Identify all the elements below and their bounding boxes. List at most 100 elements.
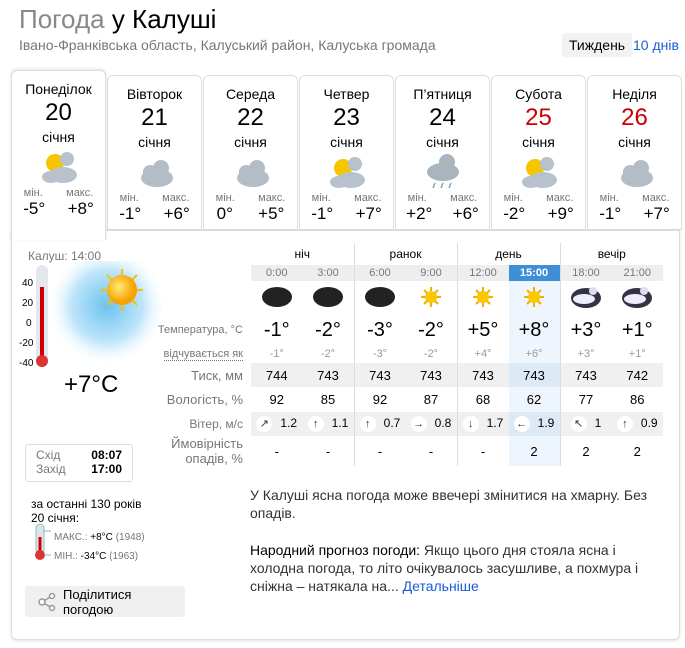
wind-direction-icon: ↓ (462, 416, 479, 432)
hour-feels-like: +6° (508, 345, 560, 363)
hour-feels-like: -1° (269, 348, 284, 360)
hour-feels-like: -2° (320, 348, 336, 360)
sunrise-sunset: Схід 08:07 Захід 17:00 (25, 444, 133, 482)
hour-label: 6:00 (353, 265, 406, 281)
current-weather-illustration (36, 261, 162, 367)
day-date: 20 (45, 99, 72, 126)
cloud-icon (204, 152, 297, 192)
max-temp: +6° (452, 204, 479, 223)
hour-feels-like: +3° (559, 345, 612, 363)
history-max: МАКС.: +8°C (1948) (54, 532, 145, 543)
hour-pressure: 743 (508, 363, 560, 387)
hour-humidity: 68 (456, 387, 509, 412)
history-title: за останні 130 років 20 січня: (31, 497, 142, 525)
min-temp: +2° (406, 204, 433, 223)
moon-icon (363, 286, 397, 312)
wind-direction-icon: ↑ (307, 416, 324, 432)
max-temp: +5° (258, 204, 285, 223)
hour-icon (251, 281, 303, 315)
sun-cloud-icon (12, 147, 105, 187)
day-tab[interactable]: Неділя 26 січня мін. макс. -1° +7° (587, 75, 682, 230)
ten-days-link[interactable]: 10 днів (633, 37, 679, 53)
wind-direction-icon: ← (513, 416, 530, 432)
day-name: Понеділок (25, 81, 92, 97)
hour-humidity: 62 (508, 387, 560, 412)
hour-humidity: 77 (559, 387, 612, 412)
more-link[interactable]: Детальніше (402, 578, 479, 594)
current-temperature: +7°C (64, 371, 119, 398)
hour-label: 12:00 (456, 265, 509, 281)
day-date: 21 (141, 104, 168, 131)
period-header: ранок (353, 243, 457, 265)
hour-pressure: 743 (353, 363, 406, 387)
feels-like-label[interactable]: відчувається як (163, 348, 243, 361)
share-button[interactable]: Поділитися погодою (25, 586, 185, 617)
day-tab[interactable]: Понеділок 20 січня мін. макс. -5° +8° (11, 70, 106, 240)
share-icon (38, 593, 56, 611)
location-subtitle: Івано-Франківська область, Калуський рай… (19, 37, 436, 53)
wind-direction-icon: ↗ (256, 416, 273, 432)
hour-temp: +3° (559, 315, 612, 345)
max-temp: +9° (547, 204, 574, 223)
forecast-description: У Калуші ясна погода може ввечері змінит… (250, 487, 648, 521)
sun-icon (472, 286, 494, 311)
hour-humidity: 92 (353, 387, 406, 412)
day-name: Середа (225, 86, 276, 102)
hour-icon (303, 281, 355, 315)
day-name: Вівторок (126, 86, 183, 102)
cloud-icon (588, 152, 681, 192)
hour-icon (508, 281, 560, 315)
thermometer-icon (35, 523, 51, 560)
day-name: Четвер (323, 86, 370, 102)
hour-icon (353, 281, 406, 315)
folk-forecast: Народний прогноз погоди: Якщо цього дня … (250, 542, 639, 594)
hour-icon (456, 281, 509, 315)
cloudy-night-icon (620, 286, 654, 312)
day-tab[interactable]: П’ятниця 24 січня мін. макс. +2° +6° (395, 75, 490, 230)
day-month: січня (522, 134, 555, 150)
max-temp: +6° (163, 204, 190, 223)
hour-label: 0:00 (251, 265, 303, 281)
hour-icon (559, 281, 612, 315)
hour-feels-like: -2° (423, 348, 439, 360)
hour-wind: ↖ 1 (559, 412, 612, 436)
hour-precip: - (274, 443, 279, 459)
hour-label: 9:00 (405, 265, 457, 281)
wind-direction-icon: ↖ (570, 416, 587, 432)
min-temp: -1° (119, 204, 142, 223)
city-time: Калуш: 14:00 (28, 249, 101, 263)
day-month: січня (42, 129, 75, 145)
period-header: ніч (294, 247, 311, 261)
day-month: січня (426, 134, 459, 150)
hour-precip: - (456, 436, 509, 466)
day-date: 24 (429, 104, 456, 131)
hour-temp: +1° (621, 318, 653, 341)
week-button[interactable]: Тиждень (562, 33, 633, 57)
hour-pressure: 743 (559, 363, 612, 387)
day-tab[interactable]: Середа 22 січня мін. макс. 0° +5° (203, 75, 298, 230)
page-title: Погода у Калуші (19, 4, 217, 34)
hour-wind: → 0.8 (405, 412, 457, 436)
moon-icon (311, 286, 345, 312)
day-date: 26 (621, 104, 648, 131)
hour-humidity: 86 (630, 392, 645, 407)
day-tab[interactable]: Четвер 23 січня мін. макс. -1° +7° (299, 75, 394, 230)
day-tab[interactable]: Вівторок 21 січня мін. макс. -1° +6° (107, 75, 202, 230)
hour-pressure: 743 (405, 363, 457, 387)
day-tab[interactable]: Субота 25 січня мін. макс. -2° +9° (491, 75, 586, 230)
hour-temp: -1° (263, 318, 290, 341)
day-month: січня (330, 134, 363, 150)
hour-humidity: 87 (423, 392, 439, 407)
min-temp: -1° (311, 204, 334, 223)
day-name: Неділя (612, 86, 657, 102)
day-month: січня (234, 134, 267, 150)
hour-pressure: 744 (251, 363, 303, 387)
cloud-rain-icon (396, 152, 489, 192)
hour-wind: ↑ 1.1 (302, 412, 354, 436)
hour-feels-like: +1° (628, 348, 646, 360)
hour-label: 3:00 (302, 265, 354, 281)
day-detail-panel: Калуш: 14:00 40 20 0 -20 -40 +7°C Схід 08… (11, 230, 680, 640)
min-temp: 0° (216, 204, 233, 223)
day-date: 23 (333, 104, 360, 131)
max-temp: +7° (355, 204, 382, 223)
